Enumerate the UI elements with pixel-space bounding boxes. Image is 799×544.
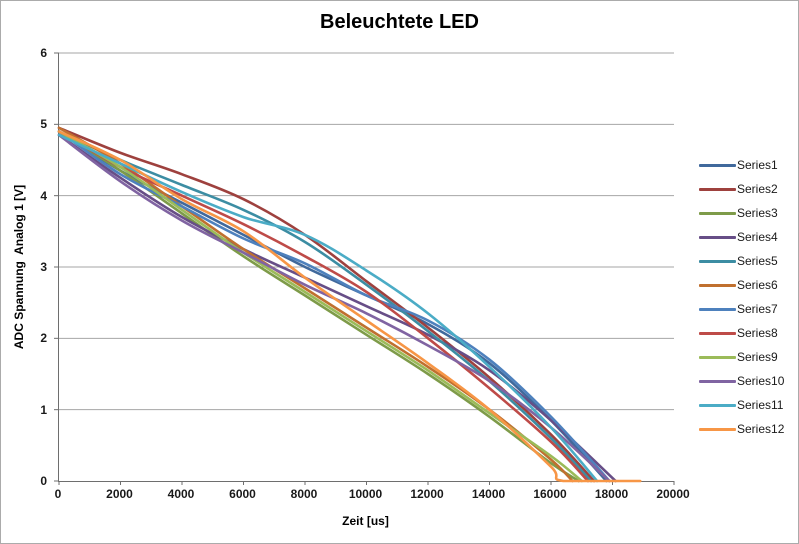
legend-label: Series7 <box>737 302 778 316</box>
y-tick-label: 6 <box>40 46 47 60</box>
legend-swatch <box>699 187 736 191</box>
legend-item-series4: Series4 <box>699 225 784 249</box>
legend-item-series7: Series7 <box>699 297 784 321</box>
y-tick-label: 4 <box>40 188 47 203</box>
legend-label: Series6 <box>737 278 778 292</box>
legend-swatch <box>699 355 736 359</box>
legend-label: Series2 <box>737 182 778 196</box>
legend-swatch <box>699 235 736 239</box>
legend-label: Series11 <box>737 398 784 412</box>
y-tick-label: 3 <box>40 260 47 274</box>
legend: Series1 Series2 Series3 Series4 Series5 Serie… <box>699 153 784 441</box>
legend-item-series10: Series10 <box>699 369 784 393</box>
y-tick-label: 5 <box>40 117 47 132</box>
y-axis-title: ADC Spannung Analog 1 [V] <box>12 184 26 350</box>
legend-swatch <box>699 307 736 311</box>
plot-area <box>54 52 675 485</box>
series-line-Series2 <box>57 126 596 483</box>
legend-label: Series5 <box>737 254 778 268</box>
x-tick-label: 4000 <box>167 487 195 501</box>
legend-label: Series12 <box>737 422 785 436</box>
plot-svg <box>54 52 675 485</box>
x-axis-title: Zeit [us] <box>342 514 389 528</box>
y-tick-label: 2 <box>40 331 47 346</box>
x-tick-label: 2000 <box>106 487 133 501</box>
legend-swatch <box>699 283 736 287</box>
legend-item-series11: Series11 <box>699 393 784 417</box>
legend-label: Series4 <box>737 230 778 244</box>
x-tick-label: 12000 <box>410 487 444 501</box>
x-tick-label: 6000 <box>229 487 256 501</box>
legend-label: Series3 <box>737 206 778 220</box>
chart-title: Beleuchtete LED <box>320 11 479 33</box>
legend-item-series2: Series2 <box>699 177 784 201</box>
y-tick-label: 1 <box>40 402 47 417</box>
series-line-Series8 <box>57 130 590 483</box>
legend-label: Series1 <box>737 158 778 172</box>
x-tick-label: 20000 <box>656 487 690 501</box>
x-tick-label: 18000 <box>594 487 629 501</box>
x-tick-label: 16000 <box>533 487 567 501</box>
legend-item-series5: Series5 <box>699 249 784 273</box>
series-line-Series4 <box>57 133 617 483</box>
legend-item-series9: Series9 <box>699 345 784 369</box>
legend-label: Series8 <box>737 326 778 340</box>
legend-swatch <box>699 259 736 263</box>
x-tick-label: 10000 <box>348 487 383 501</box>
legend-swatch <box>699 379 736 383</box>
series-line-Series7 <box>57 130 611 483</box>
x-tick-label: 8000 <box>290 487 318 501</box>
series-line-Series12 <box>57 130 642 483</box>
legend-swatch <box>699 403 736 407</box>
x-tick-label: 0 <box>54 487 62 501</box>
legend-swatch <box>699 163 736 167</box>
x-tick-label: 14000 <box>471 487 506 501</box>
legend-item-series8: Series8 <box>699 321 784 345</box>
legend-swatch <box>699 211 736 215</box>
legend-item-series6: Series6 <box>699 273 784 297</box>
legend-swatch <box>699 331 736 335</box>
legend-item-series3: Series3 <box>699 201 784 225</box>
legend-label: Series10 <box>737 374 785 388</box>
series-line-Series11 <box>57 133 599 483</box>
legend-item-series12: Series12 <box>699 417 784 441</box>
legend-swatch <box>699 427 736 431</box>
y-tick-label: 0 <box>40 474 47 488</box>
legend-label: Series9 <box>737 350 778 364</box>
series-line-Series9 <box>57 130 584 483</box>
series-line-Series5 <box>57 130 593 483</box>
legend-item-series1: Series1 <box>699 153 784 177</box>
